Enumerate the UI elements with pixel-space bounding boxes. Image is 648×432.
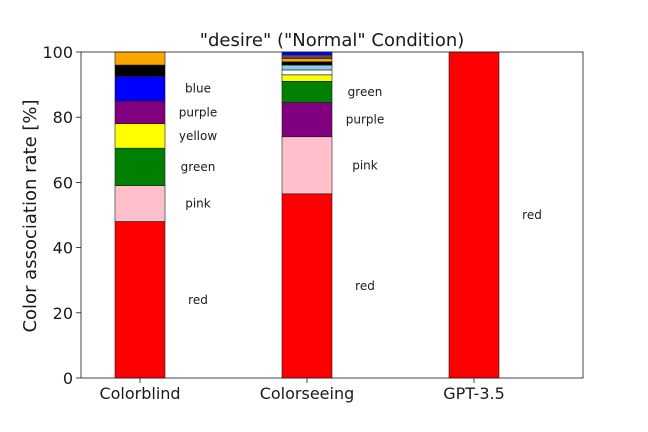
- bar-segment-orange: [281, 58, 333, 63]
- bar-segment-pink: [114, 185, 166, 222]
- segment-label-yellow: yellow: [179, 129, 217, 143]
- bar-segment-orange: [114, 51, 166, 66]
- segment-label-green: green: [181, 160, 216, 174]
- y-tick-label: 40: [53, 239, 73, 258]
- bars-group: [114, 51, 500, 379]
- bar-segment-yellow: [114, 123, 166, 149]
- bar-segment-green: [281, 81, 333, 103]
- x-tick-label: GPT-3.5: [443, 384, 505, 403]
- segment-label-pink: pink: [185, 197, 211, 211]
- y-tick-label: 100: [42, 43, 73, 62]
- bar-segment-yellow: [281, 74, 333, 82]
- y-axis-ticks: 0 20 40 60 80 100: [42, 43, 81, 388]
- bar-segment-red: [281, 193, 333, 379]
- segment-label-pink: pink: [352, 158, 378, 172]
- y-tick-label: 20: [53, 304, 73, 323]
- plot-frame: [80, 51, 584, 379]
- bar-segment-red: [448, 51, 500, 379]
- segment-label-red: red: [522, 208, 542, 222]
- y-axis-label: Color association rate [%]: [20, 99, 41, 332]
- x-tick-label: Colorseeing: [260, 384, 355, 403]
- segment-label-red: red: [355, 279, 375, 293]
- x-tick-label: Colorblind: [99, 384, 180, 403]
- bar-segment-black: [114, 64, 166, 77]
- bar-segment-lightblue: [281, 64, 333, 71]
- segment-label-red: red: [188, 293, 208, 307]
- chart-title: "desire" ("Normal" Condition): [200, 30, 465, 51]
- segment-label-purple: purple: [346, 113, 385, 127]
- bar-segment-blue: [281, 51, 333, 56]
- bar-segment-black: [281, 61, 333, 66]
- segment-labels: red pink green yellow purple blue red pink purpl…: [179, 82, 542, 307]
- bar-segment-green: [114, 147, 166, 186]
- bar-segment-white: [281, 69, 333, 76]
- bar-segment-blue: [114, 76, 166, 102]
- segment-label-blue: blue: [185, 82, 211, 96]
- segment-label-purple: purple: [179, 105, 218, 119]
- bar-segment-red: [114, 221, 166, 379]
- bar-segment-pink: [281, 136, 333, 195]
- segment-label-green: green: [348, 85, 383, 99]
- y-tick-label: 80: [53, 108, 73, 127]
- bar-segment-purple: [114, 100, 166, 125]
- y-tick-label: 60: [53, 173, 73, 192]
- bar-segment-purple: [281, 102, 333, 138]
- y-tick-label: 0: [63, 369, 73, 388]
- x-axis-ticks: Colorblind Colorseeing GPT-3.5: [99, 378, 505, 403]
